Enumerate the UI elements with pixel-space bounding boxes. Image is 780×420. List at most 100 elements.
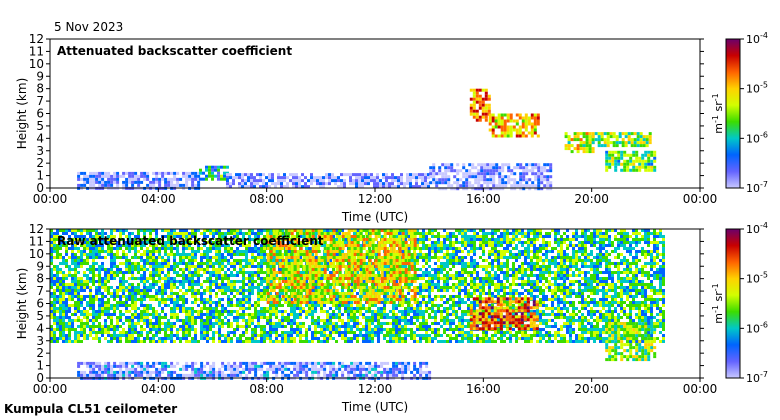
heatmap-cell [489,166,493,170]
heatmap-cell [320,268,323,271]
heatmap-cell [149,256,152,259]
heatmap-cell [146,304,149,307]
heatmap-cell [188,247,191,250]
heatmap-cell [621,141,625,145]
heatmap-cell [146,307,149,310]
heatmap-cell [338,262,341,265]
heatmap-cell [236,304,239,307]
heatmap-cell [242,331,245,334]
heatmap-cell [131,325,134,328]
heatmap-cell [367,179,370,183]
heatmap-cell [92,298,95,301]
heatmap-cell [161,171,165,175]
heatmap-cell [425,232,428,235]
heatmap-cell [206,319,209,322]
heatmap-cell [266,232,269,235]
heatmap-cell [200,331,203,334]
heatmap-cell [338,334,341,337]
heatmap-cell [107,274,110,277]
heatmap-cell [170,331,173,334]
heatmap-cell [140,319,143,322]
heatmap-cell [239,289,242,292]
heatmap-cell [540,187,544,191]
heatmap-cell [465,172,469,176]
heatmap-cell [131,340,134,343]
heatmap-cell [491,131,495,135]
heatmap-cell [260,292,263,295]
heatmap-cell [158,253,161,256]
heatmap-cell [260,256,263,259]
heatmap-cell [161,310,164,313]
heatmap-cell [65,265,68,268]
heatmap-cell [149,244,152,247]
heatmap-cell [233,259,236,262]
heatmap-cell [92,301,95,304]
heatmap-cell [107,286,110,289]
heatmap-cell [110,277,113,280]
y-tick-label: 1 [36,169,44,183]
heatmap-cell [263,313,266,316]
heatmap-cell [416,253,419,256]
heatmap-cell [182,322,185,325]
heatmap-cell [194,268,197,271]
heatmap-cell [227,313,230,316]
heatmap-cell [371,319,374,322]
heatmap-cell [302,238,305,241]
heatmap-cell [80,295,83,298]
heatmap-cell [215,295,218,298]
heatmap-cell [95,331,98,334]
heatmap-cell [80,259,83,262]
heatmap-cell [537,184,541,188]
heatmap-cell [588,147,592,151]
heatmap-cell [221,238,224,241]
heatmap-cell [152,262,155,265]
heatmap-cell [188,283,191,286]
heatmap-cell [269,316,272,319]
heatmap-cell [269,232,272,235]
heatmap-cell [230,283,233,286]
heatmap-cell [278,280,281,283]
heatmap-cell [441,178,445,182]
heatmap-cell [89,328,92,331]
heatmap-cell [350,304,353,307]
heatmap-cell [605,150,609,154]
heatmap-cell [176,171,180,175]
heatmap-cell [395,313,398,316]
heatmap-cell [128,286,131,289]
heatmap-cell [263,241,266,244]
heatmap-cell [329,286,332,289]
heatmap-cell [638,168,642,172]
heatmap-cell [152,229,155,232]
heatmap-cell [349,176,352,180]
heatmap-cell [227,244,230,247]
heatmap-cell [173,313,176,316]
heatmap-cell [223,171,226,175]
heatmap-cell [143,292,146,295]
heatmap-cell [314,232,317,235]
heatmap-cell [125,235,128,238]
heatmap-cell [512,119,516,123]
heatmap-cell [576,132,580,136]
heatmap-cell [122,232,125,235]
heatmap-cell [509,131,513,135]
heatmap-cell [71,313,74,316]
heatmap-cell [356,304,359,307]
heatmap-cell [170,280,173,283]
heatmap-cell [83,229,86,232]
heatmap-cell [77,319,80,322]
heatmap-cell [320,310,323,313]
heatmap-cell [59,268,62,271]
heatmap-cell [116,328,119,331]
heatmap-cell [308,325,311,328]
heatmap-cell [501,178,505,182]
heatmap-cell [68,247,71,250]
heatmap-cell [468,172,472,176]
heatmap-cell [254,310,257,313]
heatmap-cell [431,280,434,283]
heatmap-cell [377,331,380,334]
heatmap-cell [203,271,206,274]
heatmap-cell [401,313,404,316]
heatmap-cell [203,238,206,241]
heatmap-cell [431,244,434,247]
heatmap-cell [185,334,188,337]
